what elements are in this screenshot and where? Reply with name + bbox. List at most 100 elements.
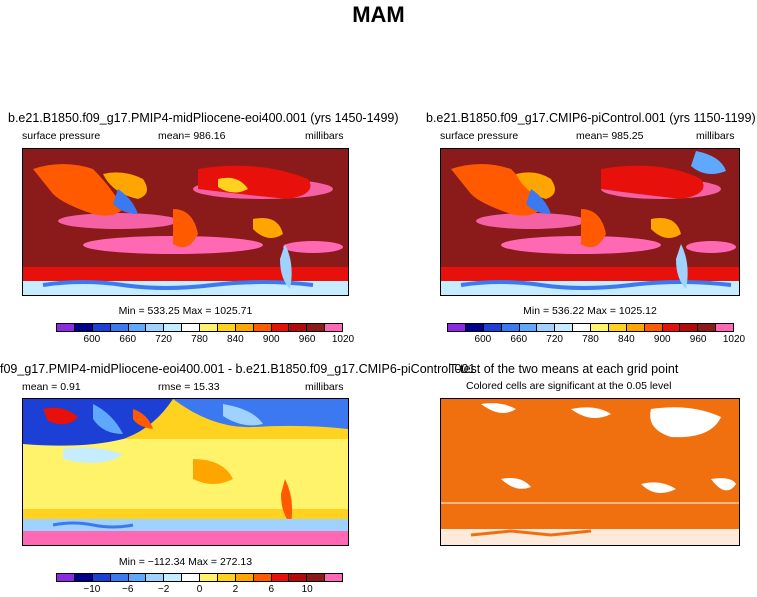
colorbar-swatch [146,574,165,581]
colorbar-swatch [608,324,627,331]
colorbar-swatch [519,324,538,331]
colorbar-swatch [573,324,591,331]
colorbar-tick-label: 2 [232,584,239,595]
colorbar-swatch [92,324,111,331]
colorbar-ticks-top-left: 600 660 720 780 840 900 960 1020 [56,334,355,346]
colorbar-swatch [253,324,272,331]
colorbar-ticks-top-right: 600 660 720 780 840 900 960 1020 [447,334,746,346]
colorbar-swatch [555,324,574,331]
map-surface-pressure-difference [23,399,348,545]
colorbar-swatch [128,574,147,581]
colorbar-swatch [501,324,520,331]
colorbar-tick-label: 660 [119,334,137,345]
map-top-right [440,148,740,296]
colorbar-swatch [680,324,699,331]
colorbar-swatch [307,574,326,581]
colorbar-swatch [465,324,484,331]
colorbar-swatch [307,324,326,331]
ttest-subtitle: Colored cells are significant at the 0.0… [466,380,672,392]
colorbar-top-left [56,323,343,332]
colorbar-swatch [57,574,75,581]
colorbar-tick-label: 660 [510,334,528,345]
colorbar-tick-label: −6 [122,584,134,595]
colorbar-tick-label: 600 [83,334,101,345]
colorbar-swatch [74,324,93,331]
mean-label-top-left: mean= 986.16 [158,130,226,142]
colorbar-swatch [626,324,645,331]
panel-title-bottom-right: T-test of the two means at each grid poi… [449,362,679,376]
colorbar-tick-label: 1020 [331,334,355,345]
colorbar-tick-label: 780 [582,334,599,345]
minmax-top-left: Min = 533.25 Max = 1025.71 [118,305,253,317]
colorbar-swatch [217,574,236,581]
colorbar-tick-label: 10 [301,584,313,595]
colorbar-swatch [698,324,717,331]
map-ttest-significance [441,399,739,545]
map-surface-pressure-pliocene [23,149,348,295]
colorbar-tick-label: 0 [196,584,203,595]
units-label-bottom-left: millibars [305,381,344,393]
minmax-top-right: Min = 536.22 Max = 1025.12 [523,305,657,317]
colorbar-tick-label: 900 [262,334,280,345]
panel-title-top-right: b.e21.B1850.f09_g17.CMIP6-piControl.001 … [426,111,756,125]
colorbar-swatch [128,324,147,331]
panel-title-bottom-left: f09_g17.PMIP4-midPliocene-eoi400.001 - b… [0,362,476,376]
mean-label-bottom-left: mean = 0.91 [22,381,81,393]
colorbar-swatch [448,324,466,331]
colorbar-tick-label: 960 [298,334,316,345]
map-surface-pressure-picontrol [441,149,739,295]
colorbar-bottom-left [56,573,343,582]
colorbar-swatch [200,574,218,581]
colorbar-swatch [235,574,254,581]
units-label-top-right: millibars [696,130,735,142]
colorbar-swatch [537,324,556,331]
colorbar-swatch [182,324,200,331]
map-top-left [22,148,349,296]
colorbar-swatch [182,574,200,581]
minmax-bottom-left: Min = −112.34 Max = 272.13 [118,556,253,568]
colorbar-tick-label: 1020 [722,334,746,345]
colorbar-swatch [200,324,218,331]
map-bottom-left [22,398,349,546]
colorbar-swatch [591,324,609,331]
colorbar-swatch [164,574,183,581]
units-label-top-left: millibars [305,130,344,142]
colorbar-top-right [447,323,734,332]
figure-title: MAM [352,2,405,27]
colorbar-tick-label: −10 [83,584,101,595]
colorbar-swatch [253,574,272,581]
colorbar-swatch [57,324,75,331]
colorbar-swatch [289,324,308,331]
colorbar-swatch [483,324,502,331]
colorbar-swatch [644,324,663,331]
colorbar-swatch [92,574,111,581]
mean-label-top-right: mean= 985.25 [576,130,644,142]
colorbar-tick-label: 780 [191,334,208,345]
colorbar-swatch [74,574,93,581]
colorbar-swatch [325,324,342,331]
colorbar-swatch [662,324,681,331]
colorbar-swatch [235,324,254,331]
panel-title-top-left: b.e21.B1850.f09_g17.PMIP4-midPliocene-eo… [8,111,399,125]
colorbar-swatch [110,324,129,331]
variable-label-top-left: surface pressure [22,130,101,142]
colorbar-swatch [716,324,733,331]
colorbar-tick-label: 720 [546,334,563,345]
colorbar-ticks-bottom-left: −10 −6 −2 0 2 6 10 [56,584,343,596]
rmse-label-bottom-left: rmse = 15.33 [158,381,220,393]
colorbar-swatch [271,324,290,331]
colorbar-tick-label: 900 [653,334,671,345]
colorbar-tick-label: 6 [268,584,275,595]
colorbar-swatch [325,574,342,581]
colorbar-swatch [164,324,183,331]
colorbar-tick-label: 840 [227,334,244,345]
variable-label-top-right: surface pressure [440,130,519,142]
colorbar-tick-label: −2 [157,584,170,595]
colorbar-swatch [271,574,290,581]
colorbar-swatch [217,324,236,331]
colorbar-tick-label: 960 [689,334,707,345]
colorbar-tick-label: 840 [618,334,635,345]
colorbar-swatch [289,574,308,581]
map-bottom-right [440,398,740,546]
colorbar-tick-label: 720 [155,334,172,345]
